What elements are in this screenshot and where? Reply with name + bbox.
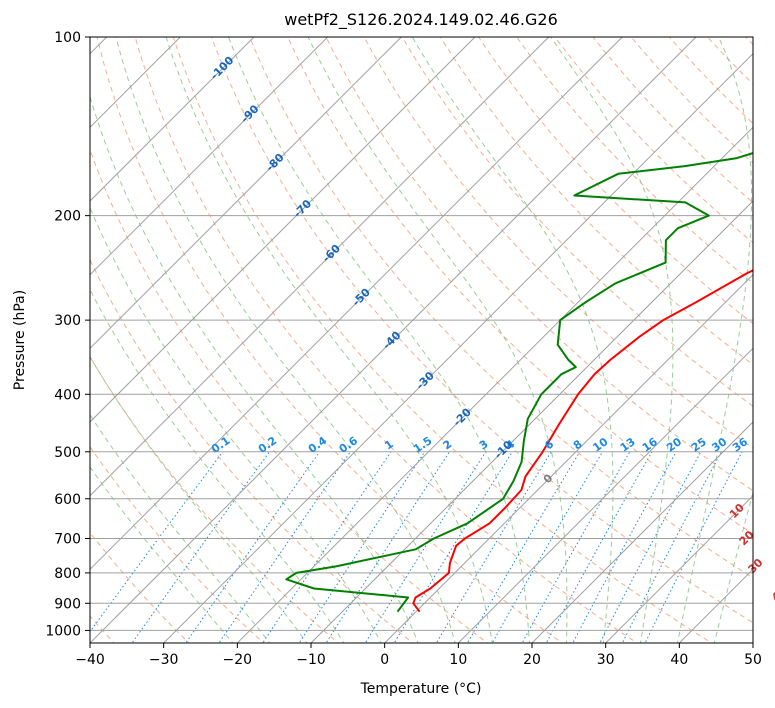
mixing-ratio-line <box>621 451 722 643</box>
isotherm-line <box>163 52 753 643</box>
x-tick-label: −30 <box>149 652 179 668</box>
dry-adiabat-line <box>287 37 753 535</box>
x-tick-label: 50 <box>744 652 762 668</box>
dewpoint-profile <box>285 152 753 613</box>
x-tick-label: 0 <box>380 652 389 668</box>
dry-adiabat-line <box>172 37 713 643</box>
isotherm-line <box>90 37 623 571</box>
mixing-ratio-line <box>185 451 321 643</box>
mixing-ratio-line <box>298 451 426 643</box>
dry-adiabat-line <box>401 37 753 407</box>
y-axis-title: Pressure (hPa) <box>12 290 28 390</box>
x-tick-label: 10 <box>449 652 467 668</box>
isobars <box>90 37 753 631</box>
profile-series <box>285 152 753 613</box>
temperature-profile <box>412 269 753 613</box>
isotherm-line <box>90 37 255 202</box>
isotherm-line <box>531 421 753 643</box>
isotherm-line <box>605 494 753 643</box>
dry-adiabat-line <box>325 37 753 492</box>
isotherm-line <box>90 37 329 276</box>
mixing-ratio-line <box>262 451 392 643</box>
x-tick-label: 40 <box>670 652 688 668</box>
mixing-ratio-line <box>325 451 451 643</box>
x-tick-label: −40 <box>75 652 105 668</box>
plot-frame <box>89 36 754 644</box>
y-tick-label: 200 <box>54 209 81 225</box>
isotherm-line <box>90 37 697 643</box>
mixing-ratio-line <box>572 451 677 643</box>
moist-adiabat-line <box>550 37 674 643</box>
y-tick-label: 800 <box>54 566 81 582</box>
x-tick-label: −20 <box>223 652 253 668</box>
theta-e-label: 40 <box>769 584 775 604</box>
x-tick-label: 20 <box>523 652 541 668</box>
moist-adiabat-line <box>411 37 614 643</box>
moist-adiabat-line <box>90 355 308 643</box>
isotherm-line <box>90 37 550 497</box>
isotherm-line <box>310 200 753 643</box>
isotherms <box>90 37 753 643</box>
y-tick-label: 500 <box>54 445 81 461</box>
y-tick-label: 300 <box>54 313 81 329</box>
isotherm-line <box>384 273 753 643</box>
dry-adiabat-line <box>249 37 753 579</box>
moist-adiabat-line <box>115 37 456 643</box>
mixing-ratio-line <box>90 451 224 633</box>
x-axis-title: Temperature (°C) <box>360 681 482 697</box>
chart-title: wetPf2_S126.2024.149.02.46.G26 <box>284 10 558 30</box>
dry-adiabat-line <box>210 37 753 624</box>
plot-background <box>90 37 753 643</box>
y-tick-label: 700 <box>54 532 81 548</box>
y-tick-label: 900 <box>54 596 81 612</box>
x-tick-label: 30 <box>597 652 615 668</box>
isotherm-line <box>752 642 753 643</box>
dry-adiabat-line <box>771 24 775 646</box>
y-tick-label: 600 <box>54 492 81 508</box>
x-axis-ticks: −40 −30 −20 −10 0 10 20 30 40 50 <box>75 643 762 668</box>
mixing-ratio-line <box>491 451 603 643</box>
y-axis-ticks: 100 200 300 400 500 600 700 800 900 1000 <box>45 30 90 639</box>
isotherm-line <box>236 126 753 643</box>
mixing-ratio-line <box>218 451 351 643</box>
mixing-ratio-line <box>393 451 513 643</box>
isotherm-line <box>457 347 753 643</box>
moist-adiabat-line <box>307 37 568 643</box>
y-tick-label: 400 <box>54 387 81 403</box>
dry-adiabat-line <box>90 148 489 643</box>
isotherm-line <box>90 37 476 423</box>
moist-adiabat-line <box>165 37 493 643</box>
mixing-ratio-line <box>599 451 702 643</box>
x-tick-label: −10 <box>296 652 326 668</box>
isotherm-line <box>90 37 402 350</box>
mixing-ratio-line <box>466 451 581 643</box>
y-tick-label: 1000 <box>45 623 81 639</box>
y-tick-label: 100 <box>54 30 81 46</box>
